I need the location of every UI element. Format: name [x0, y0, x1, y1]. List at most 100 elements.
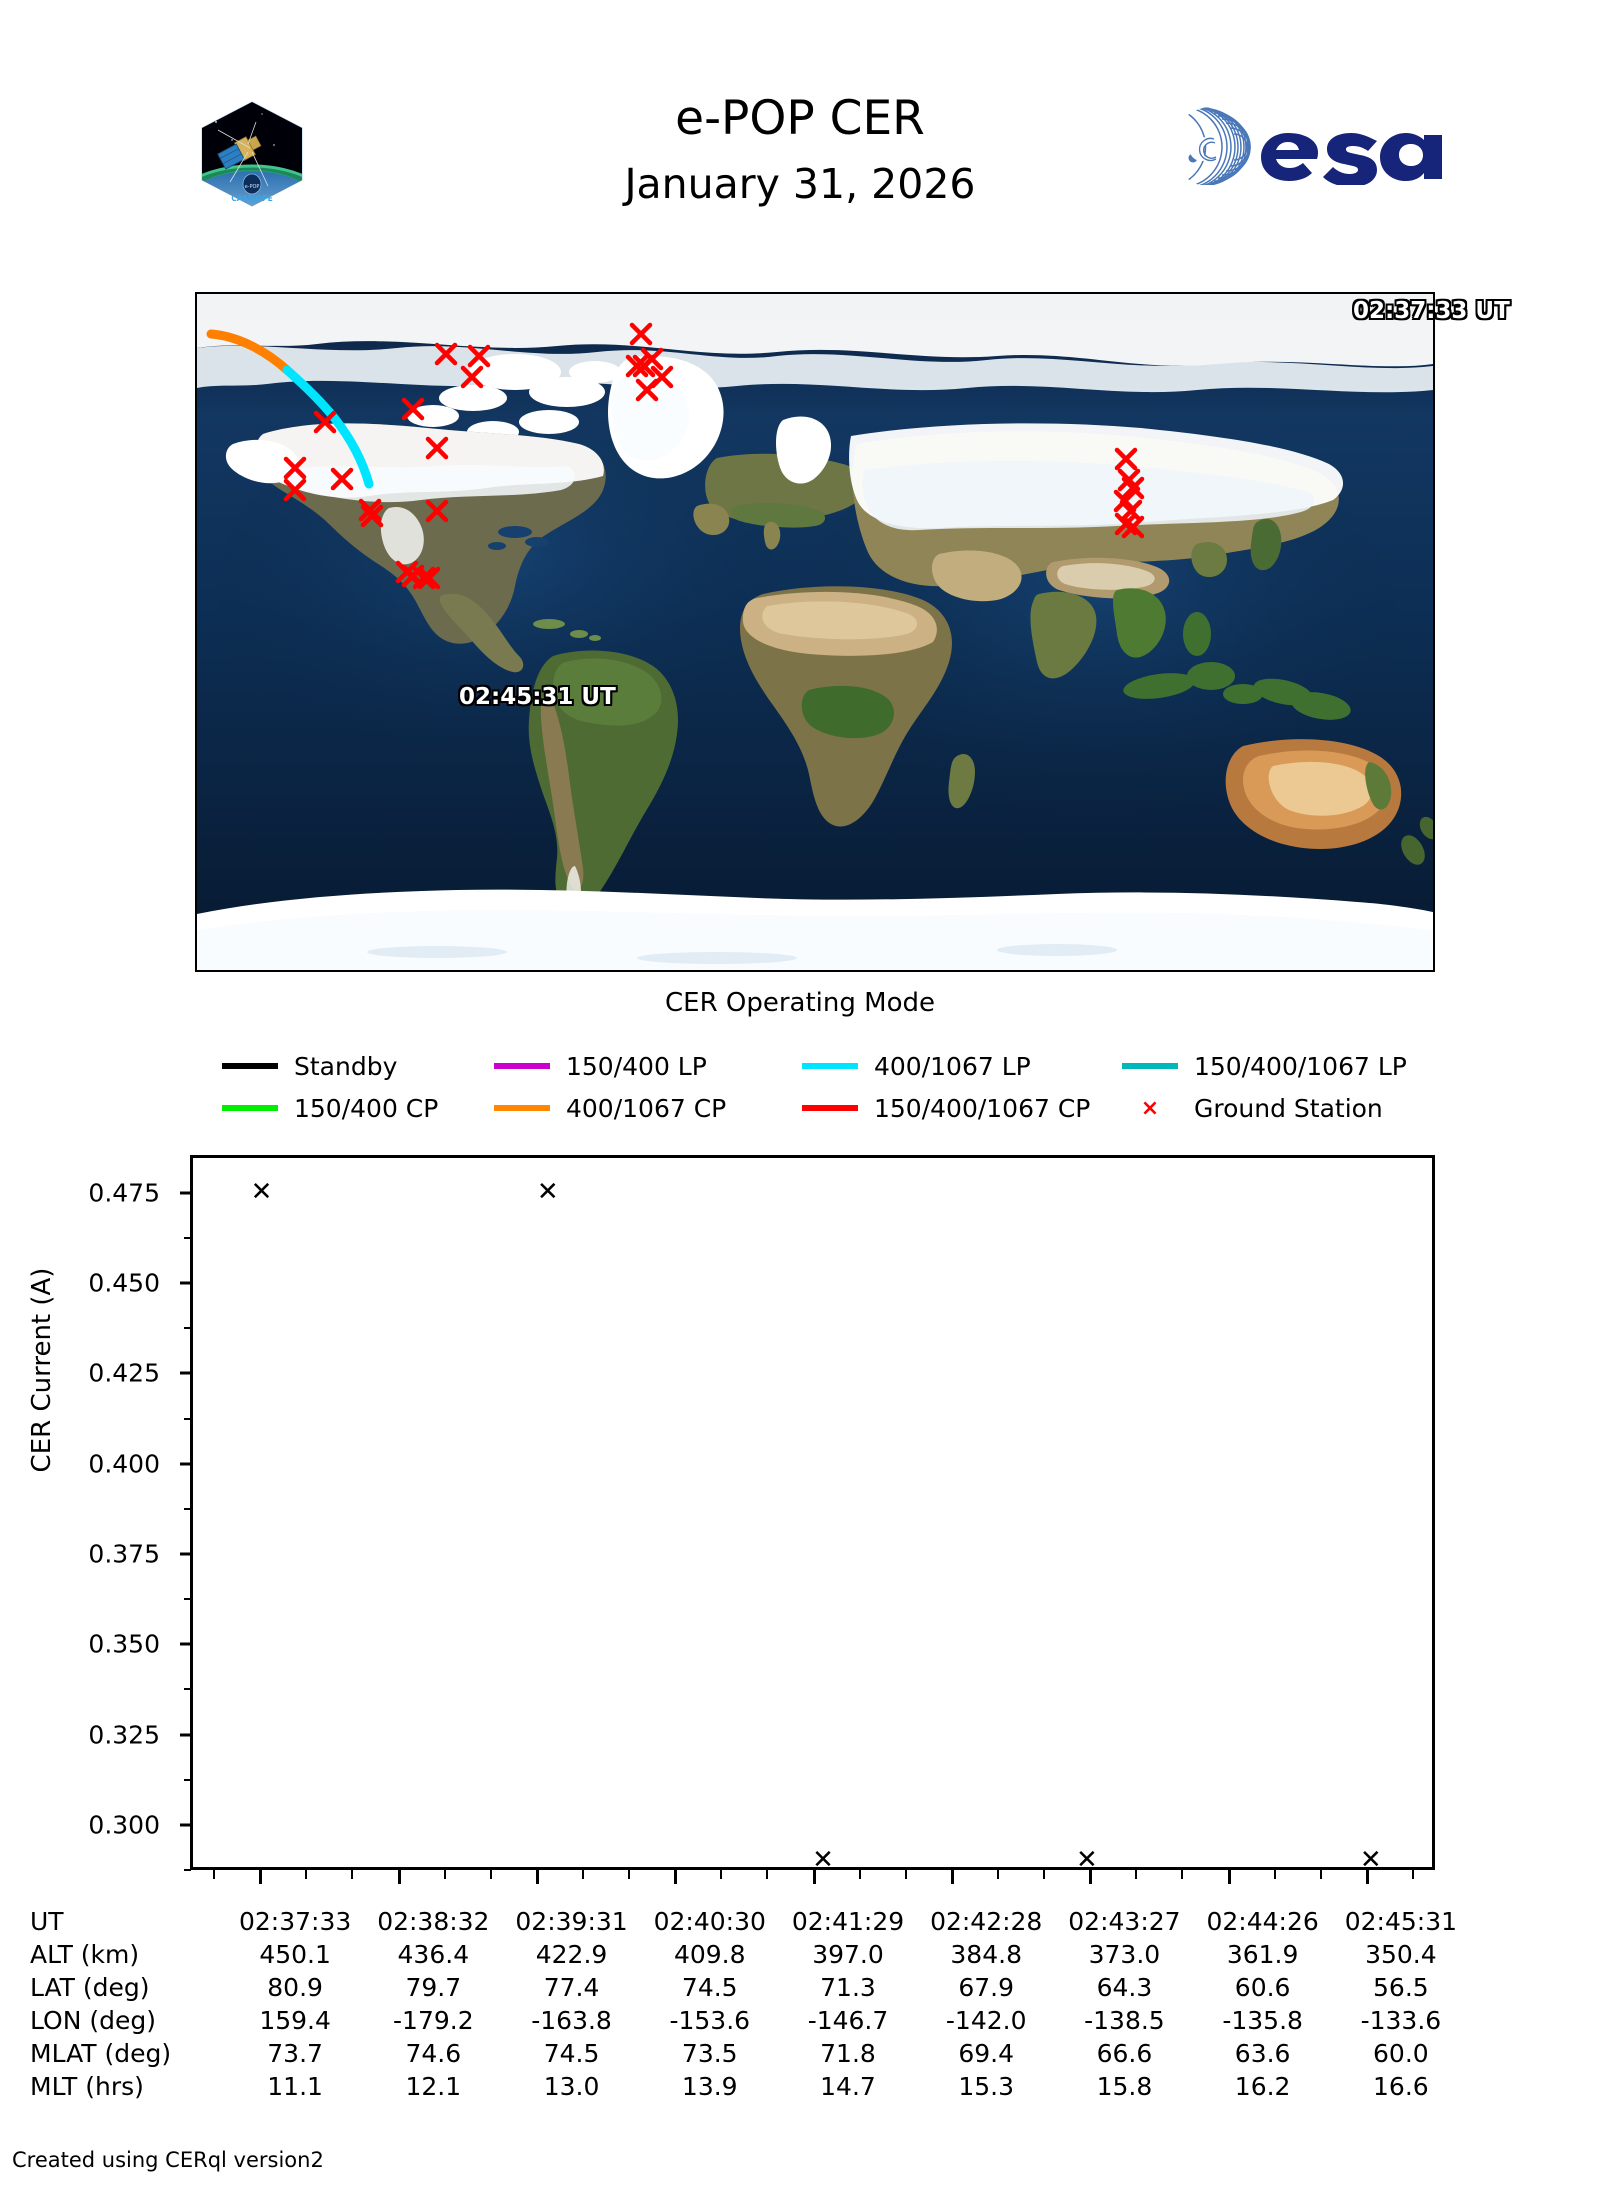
x-axis-minor-tick [305, 1870, 308, 1879]
data-point-marker: ✕ [250, 1177, 273, 1208]
table-cell: 450.1 [259, 1940, 331, 1969]
cassiope-logo-text: CASSIOPE [231, 194, 273, 203]
x-axis-minor-tick [904, 1870, 907, 1879]
table-cell: 12.1 [405, 2072, 462, 2101]
data-point-marker: ✕ [1359, 1845, 1382, 1876]
table-row-label: MLT (hrs) [30, 2072, 144, 2101]
x-axis-tick [1089, 1870, 1093, 1884]
legend-row: Standby 150/400 LP 400/1067 LP 150/400/1067… [222, 1045, 1407, 1087]
legend-item-400-1067-lp: 400/1067 LP [802, 1052, 1122, 1081]
ground-station-marker [425, 499, 449, 523]
x-axis-minor-tick [1043, 1870, 1046, 1879]
ground-station-marker [460, 365, 484, 389]
map-end-time-label: 02:45:31 UT [459, 684, 616, 710]
world-map-panel[interactable]: 02:45:31 UT [195, 292, 1435, 972]
ground-station-marker [283, 478, 307, 502]
legend-label: 150/400 CP [294, 1093, 439, 1123]
table-cell: -179.2 [393, 2006, 474, 2035]
table-cell: 67.9 [958, 1973, 1015, 2002]
x-axis-minor-tick [1273, 1870, 1276, 1879]
ground-station-marker [313, 410, 337, 434]
x-axis-minor-tick [628, 1870, 631, 1879]
x-axis-tick [674, 1870, 678, 1884]
x-axis-minor-tick [1135, 1870, 1138, 1879]
ground-station-marker [1113, 489, 1137, 513]
y-axis-minor-tick [184, 1778, 191, 1781]
y-axis-tick [180, 1281, 191, 1285]
table-row: LAT (deg) 80.9 79.7 77.4 74.5 71.3 67.9 64.3 60.… [30, 1971, 1470, 2004]
ground-station-marker [635, 378, 659, 402]
x-axis-minor-tick [443, 1870, 446, 1879]
table-cell: 73.5 [681, 2039, 738, 2068]
y-axis-tick-labels: 0.300 0.325 0.350 0.375 0.400 0.425 0.450 0.475 [0, 1155, 168, 1870]
table-cell: 71.3 [820, 1973, 876, 2002]
table-cell: 77.4 [543, 1973, 600, 2002]
legend-label: Ground Station [1194, 1093, 1383, 1123]
table-row-label: ALT (km) [30, 1940, 140, 1969]
table-cell: 11.1 [267, 2072, 323, 2101]
x-axis-tick [1227, 1870, 1231, 1884]
x-axis-tick [259, 1870, 263, 1884]
y-axis-label: CER Current (A) [27, 1267, 57, 1473]
x-axis-minor-tick [720, 1870, 723, 1879]
y-axis-tick-label: 0.400 [88, 1449, 160, 1479]
x-axis-minor-tick [996, 1870, 999, 1879]
table-cell: 60.0 [1373, 2039, 1429, 2068]
table-row: ALT (km) 450.1 436.4 422.9 409.8 397.0 384.8 37… [30, 1938, 1470, 1971]
table-cell: 71.8 [820, 2039, 876, 2068]
table-cell: 159.4 [259, 2006, 331, 2035]
y-axis-tick-label: 0.375 [88, 1539, 160, 1569]
track-segment-400-1067-cp [206, 329, 292, 375]
x-axis-tick [397, 1870, 401, 1884]
legend-label: Standby [294, 1051, 398, 1081]
table-cell: -153.6 [669, 2006, 751, 2035]
table-cell: 02:38:32 [377, 1907, 490, 1936]
table-cell: 69.4 [958, 2039, 1015, 2068]
table-cell: 63.6 [1234, 2039, 1291, 2068]
cer-current-plot[interactable]: ✕ ✕ ✕ ✕ ✕ [190, 1155, 1435, 1876]
table-cell: 60.6 [1234, 1973, 1291, 2002]
legend-item-ground-station: × Ground Station [1122, 1094, 1402, 1123]
legend-item-150-400-1067-cp: 150/400/1067 CP [802, 1094, 1122, 1123]
legend-x-icon: × [1140, 1095, 1160, 1121]
ground-station-marker [401, 397, 425, 421]
legend: Standby 150/400 LP 400/1067 LP 150/400/1067… [222, 1045, 1407, 1129]
table-cell: 64.3 [1096, 1973, 1153, 2002]
y-axis-tick [180, 1191, 191, 1195]
table-row: UT 02:37:33 02:38:32 02:39:31 02:40:30 02:41:… [30, 1905, 1470, 1938]
table-cell: 02:42:28 [930, 1907, 1043, 1936]
y-axis-minor-tick [184, 1417, 191, 1420]
y-axis-tick [180, 1642, 191, 1646]
table-row: MLAT (deg) 73.7 74.6 74.5 73.5 71.8 69.4 66.6 63… [30, 2037, 1470, 2070]
ground-station-marker [283, 456, 307, 480]
ground-station-marker [1121, 476, 1145, 500]
ground-station-markers [283, 322, 1145, 590]
table-cell: 13.0 [543, 2072, 600, 2101]
legend-row: 150/400 CP 400/1067 CP 150/400/1067 CP × Gro… [222, 1087, 1402, 1129]
ground-station-marker [1121, 515, 1145, 539]
table-cell: 02:45:31 [1344, 1907, 1458, 1936]
table-cell: 373.0 [1088, 1940, 1161, 1969]
ground-station-marker [412, 566, 436, 590]
x-axis-minor-tick [351, 1870, 354, 1879]
x-axis-tick [1365, 1870, 1369, 1884]
y-axis-tick-label: 0.325 [88, 1720, 160, 1750]
map-start-time-label: 02:37:33 UT [1353, 298, 1510, 324]
y-axis-tick-label: 0.450 [88, 1268, 160, 1298]
y-axis-tick-label: 0.425 [88, 1358, 160, 1388]
ground-station-marker [625, 354, 649, 378]
y-axis-tick [180, 1371, 191, 1375]
y-axis-tick [180, 1823, 191, 1827]
legend-item-400-1067-cp: 400/1067 CP [494, 1094, 802, 1123]
y-axis-tick-label: 0.350 [88, 1629, 160, 1659]
y-axis-minor-tick [184, 1688, 191, 1691]
ground-station-marker [425, 436, 449, 460]
table-cell: 409.8 [673, 1940, 746, 1969]
data-point-marker: ✕ [812, 1845, 834, 1876]
y-axis-minor-tick [184, 1327, 191, 1330]
y-axis-tick [180, 1552, 191, 1556]
x-axis-minor-tick [1181, 1870, 1184, 1879]
ephemeris-table: UT 02:37:33 02:38:32 02:39:31 02:40:30 02:41:… [30, 1905, 1470, 2103]
y-axis-tick-label: 0.475 [88, 1178, 160, 1208]
legend-label: 150/400/1067 CP [874, 1093, 1091, 1123]
